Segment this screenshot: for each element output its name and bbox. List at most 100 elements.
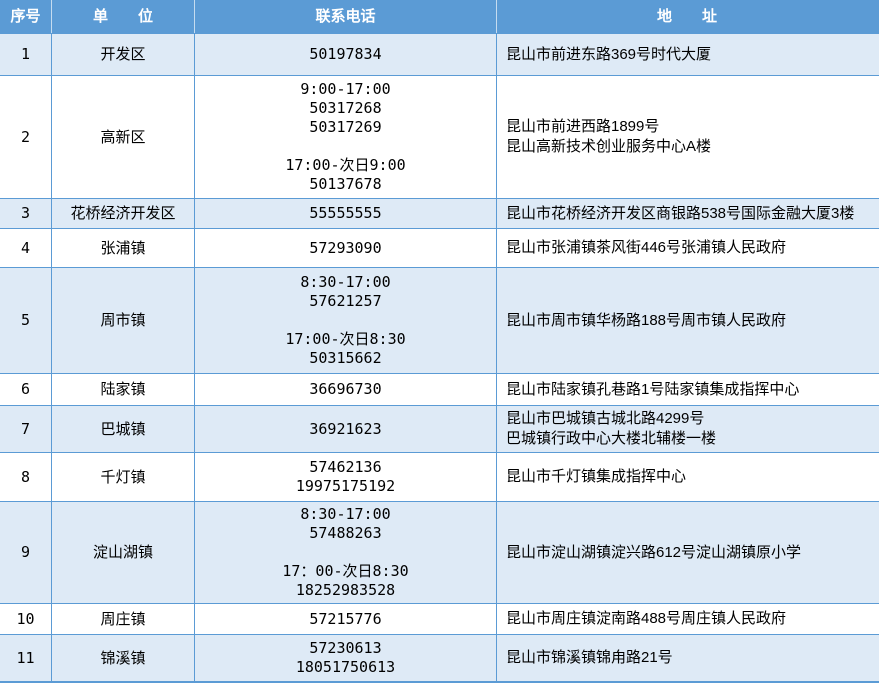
phone-line: 57462136 (309, 458, 382, 476)
address-cell: 昆山市陆家镇孔巷路1号陆家镇集成指挥中心 (497, 374, 879, 405)
header-cell-unit: 单 位 (52, 0, 195, 33)
unit-cell: 锦溪镇 (52, 635, 195, 681)
row-index-cell: 6 (0, 374, 52, 405)
address-cell: 昆山市前进东路369号时代大厦 (497, 34, 879, 75)
address-cell: 昆山市周庄镇淀南路488号周庄镇人民政府 (497, 604, 879, 634)
address-line: 昆山市周庄镇淀南路488号周庄镇人民政府 (506, 610, 787, 627)
header-cell-index: 序号 (0, 0, 52, 33)
unit-cell: 巴城镇 (52, 406, 195, 452)
phone-cell: 8:30-17:00 57488263 17：00-次日8:30 182529835… (195, 502, 497, 603)
address-line: 昆山市淀山湖镇淀兴路612号淀山湖镇原小学 (506, 543, 802, 561)
row-index-cell: 8 (0, 453, 52, 501)
row-index-cell: 9 (0, 502, 52, 603)
phone-line: 18051750613 (295, 658, 396, 676)
address-line: 昆山市张浦镇茶风街446号张浦镇人民政府 (506, 239, 787, 256)
address-cell: 昆山市千灯镇集成指挥中心 (497, 453, 879, 501)
address-cell: 昆山市周市镇华杨路188号周市镇人民政府 (497, 268, 879, 373)
phone-line: 50315662 (309, 349, 382, 367)
address-line: 昆山市前进西路1899号 (506, 118, 660, 135)
address-cell: 昆山市淀山湖镇淀兴路612号淀山湖镇原小学 (497, 502, 879, 603)
address-line: 巴城镇行政中心大楼北辅楼一楼 (506, 430, 717, 447)
header-cell-address: 地 址 (656, 8, 717, 25)
unit-cell: 高新区 (52, 76, 195, 198)
address-line: 昆山市陆家镇孔巷路1号陆家镇集成指挥中心 (506, 380, 800, 398)
row-index-cell: 11 (0, 635, 52, 681)
unit-cell: 淀山湖镇 (52, 502, 195, 603)
address-line: 昆山市锦溪镇锦甪路21号 (506, 649, 673, 666)
phone-line: 57621257 (309, 292, 382, 310)
phone-line: 9:00-17:00 (300, 80, 391, 98)
phone-line: 17:00-次日9:00 (285, 156, 406, 174)
address-line: 昆山市巴城镇古城北路4299号 (506, 410, 705, 427)
table-row: 10 周庄镇 57215776 昆山市周庄镇淀南路488号周庄镇人民政府 (0, 604, 879, 635)
address-line: 昆山高新技术创业服务中心A楼 (506, 138, 712, 155)
phone-cell: 9:00-17:00 50317268 50317269 17:00-次日9:00 5… (195, 76, 497, 198)
phone-cell: 50197834 (195, 34, 497, 75)
unit-cell: 周庄镇 (52, 604, 195, 634)
phone-line: 50317268 (309, 99, 382, 117)
phone-cell: 36696730 (195, 374, 497, 405)
phone-cell: 57293090 (195, 229, 497, 267)
phone-line: 17：00-次日8:30 (282, 562, 409, 580)
table-row: 6 陆家镇 36696730 昆山市陆家镇孔巷路1号陆家镇集成指挥中心 (0, 374, 879, 406)
phone-line: 8:30-17:00 (300, 505, 391, 523)
phone-line: 17:00-次日8:30 (285, 330, 406, 348)
phone-line: 50317269 (309, 118, 382, 136)
table-row: 3 花桥经济开发区 55555555 昆山市花桥经济开发区商银路538号国际金融大厦3… (0, 199, 879, 229)
phone-line: 19975175192 (295, 477, 396, 495)
address-cell: 昆山市锦溪镇锦甪路21号 (497, 635, 879, 681)
phone-cell: 57215776 (195, 604, 497, 634)
row-index-cell: 3 (0, 199, 52, 228)
row-index-cell: 10 (0, 604, 52, 634)
phone-cell: 8:30-17:00 57621257 17:00-次日8:30 50315662 (195, 268, 497, 373)
table-row: 1 开发区 50197834 昆山市前进东路369号时代大厦 (0, 34, 879, 76)
row-index-cell: 1 (0, 34, 52, 75)
phone-cell: 57462136 19975175192 (195, 453, 497, 501)
unit-cell: 开发区 (52, 34, 195, 75)
address-line: 昆山市花桥经济开发区商银路538号国际金融大厦3楼 (506, 204, 855, 222)
phone-line: 50197834 (309, 45, 382, 63)
table-header-row: 序号 单 位 联系电话 地 址 (0, 0, 879, 34)
address-cell: 昆山市花桥经济开发区商银路538号国际金融大厦3楼 (497, 199, 879, 228)
row-index-cell: 5 (0, 268, 52, 373)
header-cell-phone: 联系电话 (195, 0, 497, 33)
table-row: 7 巴城镇 36921623 昆山市巴城镇古城北路4299号 巴城镇行政中心大楼北辅楼一… (0, 406, 879, 453)
phone-line: 57230613 (309, 639, 382, 657)
phone-line: 50137678 (309, 175, 382, 193)
address-cell: 昆山市张浦镇茶风街446号张浦镇人民政府 (497, 229, 879, 267)
table-row: 5 周市镇 8:30-17:00 57621257 17:00-次日8:30 50315… (0, 268, 879, 374)
table-row: 11 锦溪镇 57230613 18051750613 昆山市锦溪镇锦甪路21号 (0, 635, 879, 681)
address-cell: 昆山市前进西路1899号昆山高新技术创业服务中心A楼 (497, 76, 879, 198)
row-index-cell: 7 (0, 406, 52, 452)
phone-line: 8:30-17:00 (300, 273, 391, 291)
phone-line: 57488263 (309, 524, 382, 542)
unit-cell: 张浦镇 (52, 229, 195, 267)
phone-line: 57293090 (309, 238, 382, 257)
phone-line (341, 543, 350, 562)
phone-line: 57215776 (309, 609, 382, 628)
unit-cell: 周市镇 (52, 268, 195, 373)
phone-cell: 36921623 (195, 406, 497, 452)
address-cell: 昆山市巴城镇古城北路4299号 巴城镇行政中心大楼北辅楼一楼 (497, 406, 879, 452)
phone-line (341, 311, 350, 330)
row-index-cell: 2 (0, 76, 52, 198)
phone-cell: 55555555 (195, 199, 497, 228)
unit-cell: 陆家镇 (52, 374, 195, 405)
phone-cell: 57230613 18051750613 (195, 635, 497, 681)
address-line: 昆山市千灯镇集成指挥中心 (506, 468, 687, 485)
table-row: 4 张浦镇 57293090 昆山市张浦镇茶风街446号张浦镇人民政府 (0, 229, 879, 268)
phone-line: 36696730 (309, 380, 382, 398)
unit-cell: 千灯镇 (52, 453, 195, 501)
table-row: 8 千灯镇 57462136 19975175192 昆山市千灯镇集成指挥中心 (0, 453, 879, 502)
address-line: 昆山市前进东路369号时代大厦 (506, 45, 712, 63)
table-row: 9 淀山湖镇 8:30-17:00 57488263 17：00-次日8:30 1825… (0, 502, 879, 604)
address-line: 昆山市周市镇华杨路188号周市镇人民政府 (506, 311, 787, 329)
phone-line: 55555555 (309, 204, 382, 222)
row-index-cell: 4 (0, 229, 52, 267)
table-body: 1 开发区 50197834 昆山市前进东路369号时代大厦 2 高新区 9:00-17:0… (0, 34, 879, 681)
phone-line (341, 137, 350, 156)
phone-line: 36921623 (309, 419, 382, 438)
table-row: 2 高新区 9:00-17:00 50317268 50317269 17:00-次日9… (0, 76, 879, 199)
unit-cell: 花桥经济开发区 (52, 199, 195, 228)
